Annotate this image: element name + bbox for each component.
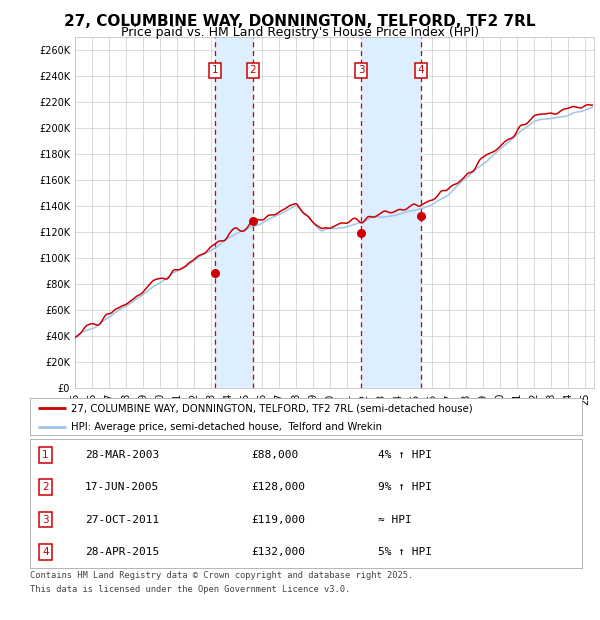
Text: Contains HM Land Registry data © Crown copyright and database right 2025.: Contains HM Land Registry data © Crown c… bbox=[30, 571, 413, 580]
Bar bbox=[361, 37, 421, 387]
Text: 28-APR-2015: 28-APR-2015 bbox=[85, 547, 160, 557]
Text: 27-OCT-2011: 27-OCT-2011 bbox=[85, 515, 160, 525]
Text: £128,000: £128,000 bbox=[251, 482, 305, 492]
Text: 4: 4 bbox=[42, 547, 49, 557]
Text: 2: 2 bbox=[42, 482, 49, 492]
Text: 27, COLUMBINE WAY, DONNINGTON, TELFORD, TF2 7RL (semi-detached house): 27, COLUMBINE WAY, DONNINGTON, TELFORD, … bbox=[71, 403, 473, 413]
Text: 5% ↑ HPI: 5% ↑ HPI bbox=[378, 547, 432, 557]
Text: Price paid vs. HM Land Registry's House Price Index (HPI): Price paid vs. HM Land Registry's House … bbox=[121, 26, 479, 39]
Text: £132,000: £132,000 bbox=[251, 547, 305, 557]
Text: 4% ↑ HPI: 4% ↑ HPI bbox=[378, 450, 432, 460]
Text: 1: 1 bbox=[212, 66, 218, 76]
Text: ≈ HPI: ≈ HPI bbox=[378, 515, 412, 525]
Text: £119,000: £119,000 bbox=[251, 515, 305, 525]
Bar bbox=[215, 37, 253, 387]
Text: £88,000: £88,000 bbox=[251, 450, 298, 460]
Text: This data is licensed under the Open Government Licence v3.0.: This data is licensed under the Open Gov… bbox=[30, 585, 350, 594]
Text: 28-MAR-2003: 28-MAR-2003 bbox=[85, 450, 160, 460]
Text: 9% ↑ HPI: 9% ↑ HPI bbox=[378, 482, 432, 492]
Text: 1: 1 bbox=[42, 450, 49, 460]
Text: HPI: Average price, semi-detached house,  Telford and Wrekin: HPI: Average price, semi-detached house,… bbox=[71, 422, 382, 432]
Text: 4: 4 bbox=[418, 66, 424, 76]
Text: 17-JUN-2005: 17-JUN-2005 bbox=[85, 482, 160, 492]
Text: 2: 2 bbox=[250, 66, 256, 76]
Text: 3: 3 bbox=[358, 66, 365, 76]
Text: 27, COLUMBINE WAY, DONNINGTON, TELFORD, TF2 7RL: 27, COLUMBINE WAY, DONNINGTON, TELFORD, … bbox=[64, 14, 536, 29]
Text: 3: 3 bbox=[42, 515, 49, 525]
